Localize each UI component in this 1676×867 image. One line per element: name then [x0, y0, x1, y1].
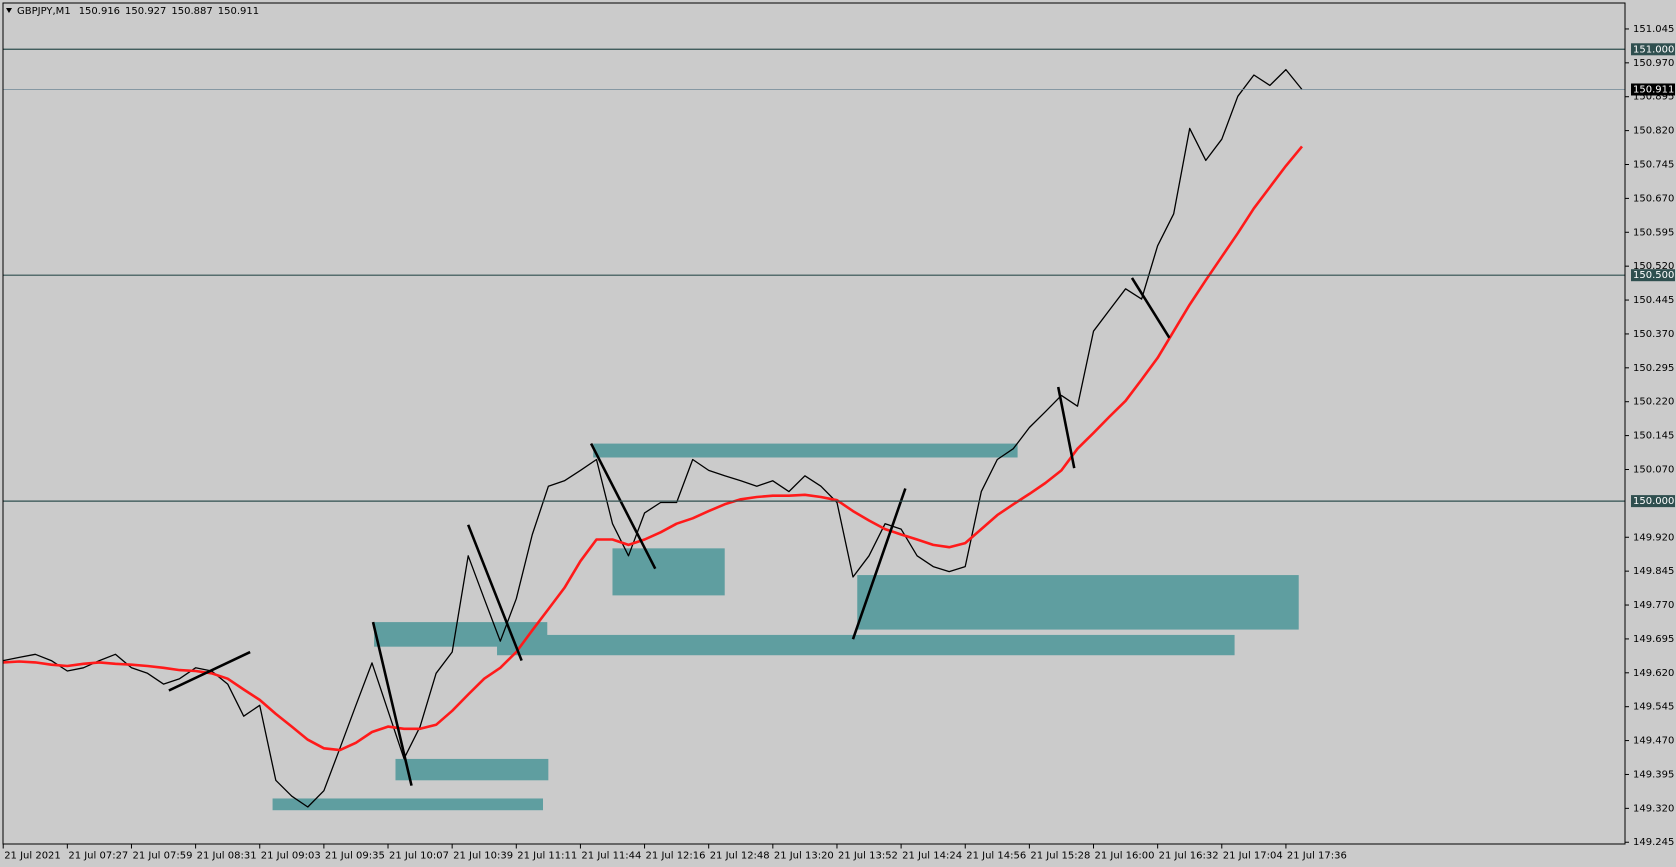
- x-tick-label: 21 Jul 13:52: [838, 851, 898, 862]
- zone: [497, 634, 1235, 656]
- annotations: [272, 443, 1299, 811]
- x-tick-label: 21 Jul 07:59: [132, 851, 192, 862]
- y-tick-label: 149.620: [1633, 668, 1674, 679]
- trend-line: [1056, 386, 1076, 469]
- x-tick-label: 21 Jul 09:35: [325, 851, 385, 862]
- level-label: 150.500: [1633, 270, 1674, 281]
- open: 150.916: [79, 6, 120, 17]
- y-tick-label: 150.895: [1633, 92, 1674, 103]
- x-tick-label: 21 Jul 2021: [4, 851, 61, 862]
- y-tick-label: 150.070: [1633, 464, 1674, 475]
- y-tick-label: 149.920: [1633, 532, 1674, 543]
- x-tick-label: 21 Jul 16:32: [1159, 851, 1219, 862]
- y-tick-label: 150.595: [1633, 227, 1674, 238]
- x-tick-label: 21 Jul 13:20: [774, 851, 834, 862]
- trend-line: [168, 650, 251, 692]
- current-price-label: 150.911: [1633, 84, 1674, 95]
- zone: [395, 758, 549, 781]
- y-tick-label: 150.220: [1633, 397, 1674, 408]
- x-tick-label: 21 Jul 11:44: [581, 851, 641, 862]
- trend-line: [589, 443, 657, 570]
- zone: [612, 548, 725, 596]
- plot: [3, 68, 1304, 808]
- level-label: 151.000: [1633, 44, 1674, 55]
- trend-line: [371, 621, 413, 786]
- y-tick-label: 150.970: [1633, 58, 1674, 69]
- y-tick-label: 149.770: [1633, 600, 1674, 611]
- plot-frame: [2, 2, 1626, 845]
- y-tick-label: 149.470: [1633, 736, 1674, 747]
- menu-arrow: [6, 8, 12, 13]
- close: 150.911: [218, 6, 259, 17]
- x-tick-label: 21 Jul 12:16: [646, 851, 706, 862]
- symbol: GBPJPY,M1: [17, 6, 71, 17]
- y-tick-label: 149.395: [1633, 769, 1674, 780]
- y-tick-label: 150.145: [1633, 431, 1674, 442]
- x-tick-label: 21 Jul 17:36: [1287, 851, 1347, 862]
- y-tick-label: 150.670: [1633, 193, 1674, 204]
- level-label: 150.000: [1633, 496, 1674, 507]
- x-tick-label: 21 Jul 07:27: [68, 851, 128, 862]
- x-tick-label: 21 Jul 08:31: [197, 851, 257, 862]
- trend-line: [851, 488, 907, 640]
- zone: [593, 443, 1018, 458]
- zones: [272, 443, 1299, 811]
- level-label-box: [1631, 495, 1675, 508]
- x-tick-label: 21 Jul 16:00: [1095, 851, 1155, 862]
- y-tick-label: 150.445: [1633, 295, 1674, 306]
- x-tick-label: 21 Jul 10:07: [389, 851, 449, 862]
- x-tick-label: 21 Jul 14:24: [902, 851, 962, 862]
- current-price-box: [1631, 83, 1675, 96]
- y-tick-label: 149.320: [1633, 803, 1674, 814]
- trend-line: [466, 524, 523, 662]
- x-tick-label: 21 Jul 09:03: [261, 851, 321, 862]
- high: 150.927: [125, 6, 166, 17]
- zone: [857, 575, 1299, 630]
- x-tick-label: 21 Jul 12:48: [710, 851, 770, 862]
- x-tick-label: 21 Jul 11:11: [517, 851, 577, 862]
- y-tick-label: 149.845: [1633, 566, 1674, 577]
- x-tick-label: 21 Jul 10:39: [453, 851, 513, 862]
- y-tick-label: 149.545: [1633, 702, 1674, 713]
- trend-line: [1130, 277, 1171, 339]
- price-line: [3, 68, 1303, 808]
- chart-header: GBPJPY,M1 150.916 150.927 150.887 150.911: [17, 6, 259, 17]
- y-tick-label: 150.370: [1633, 329, 1674, 340]
- price-line: [3, 145, 1304, 752]
- overlay: [3, 48, 1625, 502]
- y-tick-label: 150.295: [1633, 363, 1674, 374]
- level-label-box: [1631, 43, 1675, 56]
- x-tick-label: 21 Jul 14:56: [966, 851, 1026, 862]
- trend-lines: [168, 277, 1171, 786]
- y-tick-label: 149.245: [1633, 837, 1674, 848]
- x-tick-label: 21 Jul 15:28: [1030, 851, 1090, 862]
- level-label-box: [1631, 269, 1675, 282]
- y-tick-label: 150.745: [1633, 160, 1674, 171]
- y-tick-label: 149.695: [1633, 634, 1674, 645]
- y-tick-label: 150.520: [1633, 261, 1674, 272]
- y-tick-label: 150.820: [1633, 126, 1674, 137]
- low: 150.887: [171, 6, 212, 17]
- zone: [272, 798, 544, 811]
- y-tick-label: 151.045: [1633, 24, 1674, 35]
- x-tick-label: 21 Jul 17:04: [1223, 851, 1283, 862]
